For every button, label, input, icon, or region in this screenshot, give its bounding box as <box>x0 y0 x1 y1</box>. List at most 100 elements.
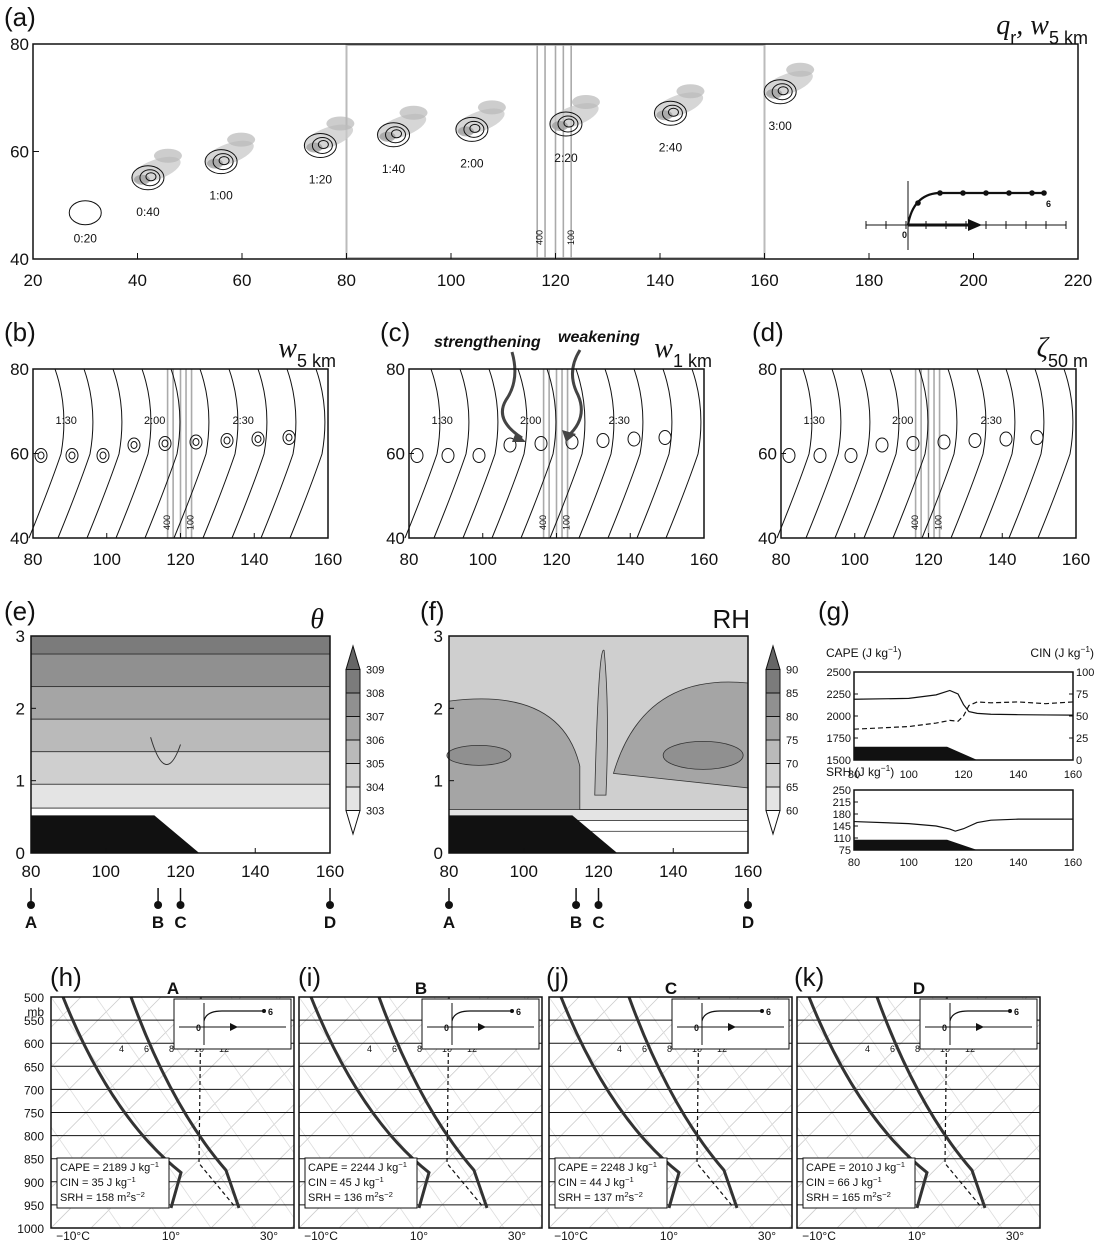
mixing-ratio-label: 4 <box>865 1044 870 1054</box>
pressure-axis: 500 550 600 650 700 750 800 850 900 950 1000 mb <box>17 991 44 1236</box>
point-label: A <box>25 913 37 932</box>
x-tick-label: 80 <box>772 550 791 569</box>
gust-front-contour <box>404 368 441 539</box>
w-contour <box>455 116 489 142</box>
x-tick-label: 180 <box>855 271 883 290</box>
colorbar-label: 80 <box>786 712 798 724</box>
colorbar-segment <box>345 716 361 741</box>
isotherm <box>549 997 620 1068</box>
y-tick-label: 0 <box>434 844 443 863</box>
hodograph-inset: 06 <box>865 181 1067 250</box>
colorbar-segment <box>345 786 361 811</box>
hodo-label-0: 0 <box>942 1023 947 1033</box>
rain-shading <box>676 84 705 99</box>
colorbar: 309 308 307 306 305 304 303 <box>345 644 384 836</box>
sounding-title: D <box>913 979 925 998</box>
x-tick-label: 120 <box>166 862 194 881</box>
w-contour <box>139 169 161 187</box>
sounding-title: C <box>665 979 677 998</box>
x-tick-label: 160 <box>690 550 718 569</box>
panel-title: θ <box>310 604 324 635</box>
point-marker-dot <box>326 901 334 909</box>
w-contour <box>377 122 411 148</box>
isotherm <box>1077 997 1102 1228</box>
rh-max-region <box>446 744 512 766</box>
colorbar-label: 70 <box>786 759 798 771</box>
pressure-unit: mb <box>27 1005 44 1019</box>
temp-tick-label: 30° <box>508 1229 526 1243</box>
hodo-label-6: 6 <box>516 1007 521 1017</box>
time-label: 1:30 <box>431 415 452 427</box>
colorbar-segment <box>765 716 781 741</box>
cell-time-label: 2:20 <box>554 151 578 165</box>
y-tick-label: 40 <box>758 529 777 548</box>
cin-tick-label: 50 <box>1076 711 1088 723</box>
pressure-tick-label: 800 <box>24 1130 44 1144</box>
x-tick-label: 220 <box>1064 271 1092 290</box>
w-contour <box>218 156 230 166</box>
colorbar-label: 309 <box>366 665 384 677</box>
mixing-ratio-label: 4 <box>119 1044 124 1054</box>
storm-motion-arrowhead <box>230 1023 238 1031</box>
colorbar-segment <box>345 692 361 717</box>
gust-front-contour <box>433 368 470 539</box>
hodograph-inset: 06 <box>671 998 790 1050</box>
w-contour <box>653 100 687 126</box>
colorbar-segment <box>345 739 361 764</box>
terrain-label-400: 400 <box>910 515 920 530</box>
hodo-box <box>671 998 790 1050</box>
hodograph-inset: 06 <box>919 998 1038 1050</box>
isotherm <box>797 997 868 1068</box>
storm-cell: 1:20 <box>303 116 355 187</box>
temp-tick-label: −10°C <box>56 1229 90 1243</box>
gust-front-contour <box>491 368 528 539</box>
dewpoint-profile <box>559 997 681 1209</box>
hodograph-inset: 06 <box>421 998 540 1050</box>
cell-contour <box>65 448 79 463</box>
temperature-profile <box>627 997 739 1209</box>
gust-front-contour <box>115 368 152 539</box>
cell-contour <box>189 434 203 450</box>
terrain-label-100: 100 <box>185 515 195 530</box>
colorbar: 90 85 80 75 70 65 60 <box>765 644 798 836</box>
colorbar-segment <box>765 763 781 788</box>
hodo-box <box>173 998 292 1050</box>
hodo-point <box>1041 190 1047 196</box>
x-tick-label: 140 <box>646 271 674 290</box>
gust-front-contour <box>805 368 842 539</box>
mixing-ratio-label: 8 <box>915 1044 920 1054</box>
hodo-point <box>937 190 943 196</box>
hodo-box <box>919 998 1038 1050</box>
x-tick-label: 160 <box>1064 769 1082 781</box>
point-label: D <box>742 913 754 932</box>
cell-contour <box>472 448 486 463</box>
cell-contour <box>503 437 517 453</box>
bottom-frame <box>853 789 1074 851</box>
rain-shading <box>399 105 428 120</box>
point-marker-dot <box>27 901 35 909</box>
srh-tick-label: 110 <box>833 833 851 845</box>
y-tick-label: 1 <box>434 772 443 791</box>
panel-title: w1 km <box>654 333 712 371</box>
panel-title: w5 km <box>278 333 336 371</box>
panel-b: (b) w5 km 400 100 1:30 2:00 2:30 80 100 120 140 160… <box>4 317 342 569</box>
x-tick-label: 100 <box>469 550 497 569</box>
x-tick-label: 160 <box>734 862 762 881</box>
stats-frame <box>802 1157 916 1209</box>
x-tick-label: 100 <box>93 550 121 569</box>
parcel-profile <box>446 997 485 1209</box>
pressure-tick-label: 700 <box>24 1083 44 1097</box>
hodo-point <box>510 1009 514 1013</box>
temp-tick-label: −10°C <box>554 1229 588 1243</box>
x-tick-label: 200 <box>959 271 987 290</box>
rain-shading <box>153 148 182 163</box>
w-contour <box>212 153 234 171</box>
cell-contour <box>968 433 982 448</box>
parcel-profile <box>696 997 735 1209</box>
y-tick-label: 60 <box>10 143 29 162</box>
x-tick-label: 120 <box>541 271 569 290</box>
terrain-label-400: 400 <box>534 230 544 245</box>
hodo-curve <box>701 1010 762 1022</box>
